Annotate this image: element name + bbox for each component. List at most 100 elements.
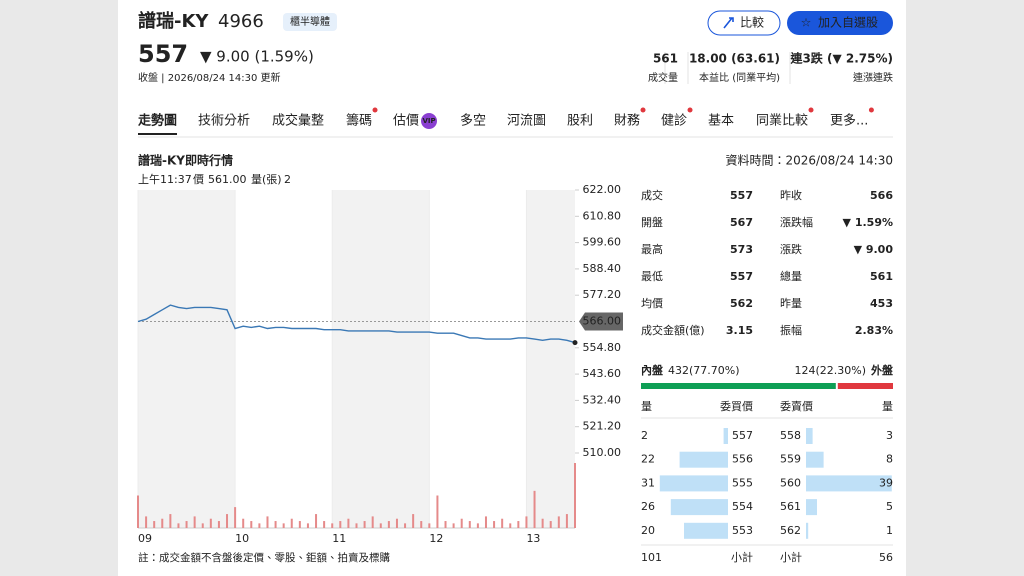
tab[interactable]: 更多... bbox=[830, 114, 868, 129]
summary-value: ▼ 9.00 bbox=[854, 243, 894, 256]
volume-bar bbox=[509, 523, 512, 528]
volume-bar bbox=[169, 514, 172, 528]
summary-label: 昨量 bbox=[780, 297, 802, 310]
summary-label: 開盤 bbox=[641, 216, 663, 229]
volume-bar bbox=[339, 521, 342, 528]
orderbook-header: 量 bbox=[882, 400, 893, 413]
y-tick-label: 622.00 bbox=[583, 183, 622, 196]
tab[interactable]: 估價 bbox=[393, 114, 419, 129]
stat-value: 561 bbox=[653, 52, 678, 66]
bid-total: 101 bbox=[641, 551, 662, 564]
summary-value: 557 bbox=[730, 189, 753, 202]
hour-band bbox=[526, 190, 575, 528]
tab[interactable]: 籌碼 bbox=[346, 114, 372, 129]
ask-bar bbox=[806, 522, 809, 539]
quote-status: 收盤 | 2026/08/24 14:30 更新 bbox=[138, 71, 281, 84]
y-tick-label: 521.20 bbox=[583, 420, 622, 433]
volume-bar bbox=[379, 523, 382, 528]
x-tick-label: 10 bbox=[235, 532, 249, 545]
bid-bar bbox=[723, 428, 728, 444]
y-tick-label: 599.60 bbox=[583, 236, 622, 249]
ask-price: 562 bbox=[780, 524, 801, 537]
data-time: 資料時間：2026/08/24 14:30 bbox=[725, 154, 893, 168]
summary-label: 成交金額(億) bbox=[641, 323, 705, 337]
outer-bar bbox=[837, 383, 893, 389]
summary-label: 最低 bbox=[641, 269, 663, 283]
panel-title: 譜瑞-KY即時行情 bbox=[138, 153, 233, 168]
bid-price: 555 bbox=[732, 476, 753, 489]
tab-dot bbox=[687, 107, 693, 113]
summary-label: 漲跌 bbox=[780, 242, 802, 256]
watchlist-button[interactable] bbox=[787, 11, 893, 35]
stat-label: 連漲連跌 bbox=[853, 71, 893, 84]
y-tick-label: 577.20 bbox=[583, 288, 622, 301]
inner-text: 432(77.70%) bbox=[668, 364, 740, 377]
vip-badge-text: VIP bbox=[422, 117, 435, 125]
y-tick-label: 543.60 bbox=[583, 367, 622, 380]
volume-bar bbox=[177, 523, 180, 528]
summary-label: 昨收 bbox=[780, 188, 802, 202]
volume-bar bbox=[226, 514, 229, 528]
tab[interactable]: 河流圖 bbox=[507, 114, 546, 129]
ask-total-label: 小計 bbox=[780, 550, 802, 564]
volume-bar bbox=[137, 495, 139, 528]
tab[interactable]: 同業比較 bbox=[756, 113, 808, 129]
tab[interactable]: 成交彙整 bbox=[272, 113, 324, 129]
watchlist-button-text: 加入自選股 bbox=[818, 16, 878, 30]
volume-bar bbox=[193, 516, 196, 528]
hour-band bbox=[138, 190, 236, 528]
stock-code: 4966 bbox=[218, 11, 264, 32]
compare-icon bbox=[723, 17, 734, 29]
bid-qty: 20 bbox=[641, 524, 655, 537]
stat-label: 本益比 (同業平均) bbox=[699, 71, 780, 84]
content-panel bbox=[118, 0, 906, 576]
volume-bar bbox=[153, 521, 156, 528]
stat-label: 成交量 bbox=[648, 71, 678, 84]
summary-value: 573 bbox=[730, 243, 753, 256]
volume-bar bbox=[363, 521, 366, 528]
tab-dot bbox=[372, 107, 378, 113]
tab[interactable]: 股利 bbox=[567, 114, 593, 129]
ask-bar bbox=[806, 428, 813, 444]
bid-bar bbox=[659, 475, 728, 492]
price-line bbox=[137, 304, 576, 344]
outer-label: 外盤 bbox=[871, 363, 893, 377]
last-point bbox=[572, 340, 578, 346]
compare-button-text: 比較 bbox=[740, 15, 764, 30]
volume-bar bbox=[282, 523, 285, 528]
tab-dot bbox=[868, 107, 874, 113]
orderbook-header: 委買價 bbox=[720, 399, 753, 413]
x-tick-label: 09 bbox=[138, 532, 152, 545]
tab-dot bbox=[640, 107, 646, 113]
volume-bar bbox=[517, 521, 520, 528]
volume-bar bbox=[484, 516, 487, 528]
volume-bar bbox=[468, 521, 471, 528]
tab[interactable]: 多空 bbox=[460, 114, 486, 129]
bid-price: 554 bbox=[732, 500, 753, 513]
cursor-info: 2 bbox=[284, 173, 291, 186]
y-tick-label: 532.40 bbox=[583, 393, 622, 406]
tab[interactable]: 財務 bbox=[614, 114, 640, 129]
volume-bar bbox=[428, 523, 431, 528]
star-icon: ☆ bbox=[801, 16, 812, 30]
tab[interactable]: 健診 bbox=[661, 113, 687, 129]
tab[interactable]: 基本 bbox=[708, 114, 734, 129]
ask-qty: 3 bbox=[886, 429, 893, 442]
bid-total-label: 小計 bbox=[731, 550, 753, 564]
tab[interactable]: 技術分析 bbox=[198, 114, 250, 129]
tab[interactable]: 走勢圖 bbox=[138, 113, 177, 129]
summary-value: 566 bbox=[870, 189, 893, 202]
volume-bar bbox=[209, 518, 212, 528]
volume-bar bbox=[274, 521, 277, 528]
volume-bar bbox=[250, 521, 253, 528]
compare-button[interactable] bbox=[707, 10, 781, 36]
stock-name: 譜瑞-KY bbox=[138, 10, 209, 32]
volume-bar bbox=[234, 507, 237, 528]
orderbook-header: 委賣價 bbox=[780, 399, 813, 413]
volume-bar bbox=[185, 521, 188, 528]
summary-value: 557 bbox=[730, 270, 753, 283]
volume-bar bbox=[347, 518, 350, 528]
footnote: 註：成交金額不含盤後定價、零股、鉅額、拍賣及標購 bbox=[138, 551, 390, 564]
bid-price: 557 bbox=[732, 429, 753, 442]
